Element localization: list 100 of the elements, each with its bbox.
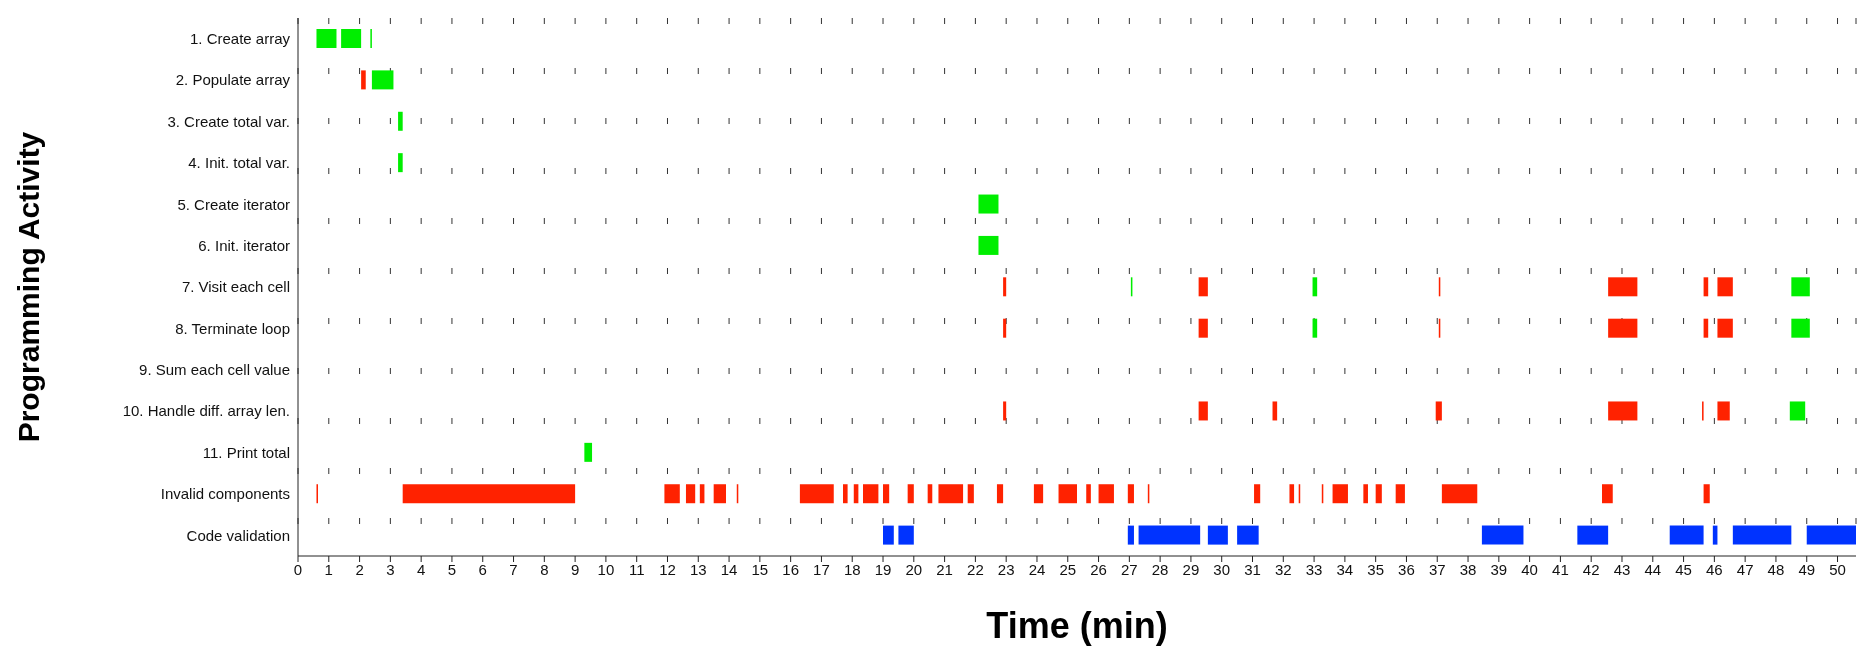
bar — [1289, 484, 1295, 504]
x-tick-label: 6 — [478, 560, 487, 578]
x-tick-label: 46 — [1706, 560, 1723, 578]
x-tick-label: 4 — [416, 560, 426, 578]
y-tick-label: 3. Create total var. — [167, 112, 290, 130]
x-axis-title: Time (min) — [986, 605, 1168, 646]
bar — [1395, 484, 1405, 504]
x-tick-label: 1 — [324, 560, 333, 578]
x-tick-label: 18 — [843, 560, 861, 578]
x-tick-label: 29 — [1182, 560, 1200, 578]
bar — [967, 484, 974, 504]
x-tick-label: 3 — [386, 560, 395, 578]
bar — [1033, 484, 1044, 504]
bar — [1435, 401, 1442, 421]
x-tick-label: 33 — [1305, 560, 1323, 578]
x-tick-label: 35 — [1367, 560, 1385, 578]
y-tick-label: 9. Sum each cell value — [139, 361, 290, 379]
x-tick-label: 31 — [1244, 560, 1261, 578]
x-tick-label: 10 — [597, 560, 615, 578]
bar — [1127, 525, 1134, 545]
bar — [1703, 484, 1710, 504]
x-tick-label: 24 — [1028, 560, 1046, 578]
x-tick-label: 11 — [628, 560, 645, 578]
x-tick-label: 42 — [1582, 560, 1600, 578]
bar — [361, 70, 366, 90]
x-tick-label: 15 — [751, 560, 769, 578]
bar — [1608, 318, 1638, 338]
bar — [938, 484, 964, 504]
bar — [1003, 318, 1007, 338]
y-tick-label: 10. Handle diff. array len. — [122, 402, 290, 420]
x-tick-label: 43 — [1613, 560, 1631, 578]
bar — [1127, 484, 1134, 504]
bar — [1375, 484, 1382, 504]
y-tick-label: 2. Populate array — [175, 71, 291, 89]
x-tick-label: 8 — [540, 560, 549, 578]
x-tick-label: 49 — [1798, 560, 1816, 578]
bar — [398, 153, 403, 173]
bar — [883, 525, 894, 545]
bar — [664, 484, 680, 504]
bar — [1198, 277, 1208, 297]
bar — [685, 484, 696, 504]
x-tick-label: 44 — [1644, 560, 1662, 578]
x-tick-label: 30 — [1213, 560, 1231, 578]
bar — [1601, 484, 1613, 504]
x-tick-label: 21 — [936, 560, 953, 578]
bar — [398, 111, 403, 131]
bar — [371, 70, 394, 90]
x-tick-label: 9 — [570, 560, 580, 578]
bar — [883, 484, 890, 504]
bar — [1791, 277, 1810, 297]
bar — [1254, 484, 1261, 504]
bar — [978, 235, 999, 255]
bar — [1791, 318, 1810, 338]
bar — [898, 525, 914, 545]
x-tick-label: 25 — [1059, 560, 1077, 578]
x-tick-label: 19 — [874, 560, 892, 578]
x-tick-label: 47 — [1736, 560, 1754, 578]
y-tick-label: Invalid components — [160, 485, 290, 503]
bar — [1138, 525, 1201, 545]
bar — [1577, 525, 1609, 545]
bar — [1198, 318, 1208, 338]
bar — [402, 484, 576, 504]
bar — [842, 484, 848, 504]
x-tick-label: 14 — [720, 560, 738, 578]
x-tick-label: 48 — [1767, 560, 1785, 578]
x-tick-label: 50 — [1829, 560, 1846, 578]
x-tick-label: 45 — [1675, 560, 1692, 578]
y-tick-label: 8. Terminate loop — [175, 319, 290, 337]
y-tick-label: 7. Visit each cell — [181, 278, 290, 296]
bar — [316, 29, 337, 48]
bar — [584, 442, 593, 462]
bar — [1332, 484, 1348, 504]
bar — [1003, 401, 1007, 421]
bar — [1608, 401, 1638, 421]
bar — [1717, 277, 1733, 297]
x-tick-label: 27 — [1121, 560, 1138, 578]
x-tick-label: 26 — [1090, 560, 1107, 578]
bar — [1441, 484, 1478, 504]
bar — [863, 484, 879, 504]
bar — [1481, 525, 1524, 545]
y-tick-label: 5. Create iterator — [177, 195, 290, 213]
y-tick-label: Code validation — [186, 526, 290, 544]
x-tick-label: 28 — [1151, 560, 1169, 578]
x-tick-label: 20 — [905, 560, 923, 578]
x-tick-label: 36 — [1398, 560, 1415, 578]
bar — [1806, 525, 1856, 545]
bar — [1717, 401, 1730, 421]
bar — [1608, 277, 1638, 297]
bar — [978, 194, 999, 214]
x-tick-label: 2 — [355, 560, 364, 578]
bar — [1207, 525, 1228, 545]
bar — [1363, 484, 1368, 504]
bar — [996, 484, 1004, 504]
x-tick-label: 40 — [1521, 560, 1538, 578]
bar — [1086, 484, 1091, 504]
bar — [1098, 484, 1114, 504]
y-tick-label: 1. Create array — [189, 30, 291, 48]
x-tick-label: 37 — [1428, 560, 1446, 578]
x-tick-label: 13 — [689, 560, 707, 578]
x-tick-label: 41 — [1552, 560, 1569, 578]
